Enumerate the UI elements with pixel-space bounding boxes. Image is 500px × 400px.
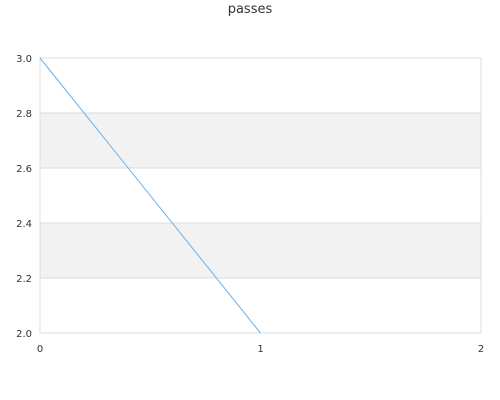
grid-band xyxy=(40,223,481,278)
y-tick-label: 2.8 xyxy=(16,109,32,120)
series-layer xyxy=(39,57,261,334)
x-tick-label: 2 xyxy=(478,344,484,355)
x-tick-label: 1 xyxy=(257,344,263,355)
y-tick-label: 2.0 xyxy=(16,329,32,340)
series-line xyxy=(39,57,261,334)
grid-band xyxy=(40,113,481,168)
y-tick-label: 3.0 xyxy=(16,54,32,65)
y-tick-label: 2.4 xyxy=(16,219,32,230)
plot-bands xyxy=(40,113,481,278)
y-tick-label: 2.2 xyxy=(16,274,32,285)
x-tick-label: 0 xyxy=(37,344,43,355)
chart-title: passes xyxy=(228,2,273,17)
x-axis-ticks: 0 1 2 xyxy=(37,344,484,355)
grid-lines xyxy=(40,57,481,334)
y-axis-ticks: 2.0 2.2 2.4 2.6 2.8 3.0 xyxy=(16,54,32,340)
y-tick-label: 2.6 xyxy=(16,164,32,175)
plot-area xyxy=(39,57,482,334)
